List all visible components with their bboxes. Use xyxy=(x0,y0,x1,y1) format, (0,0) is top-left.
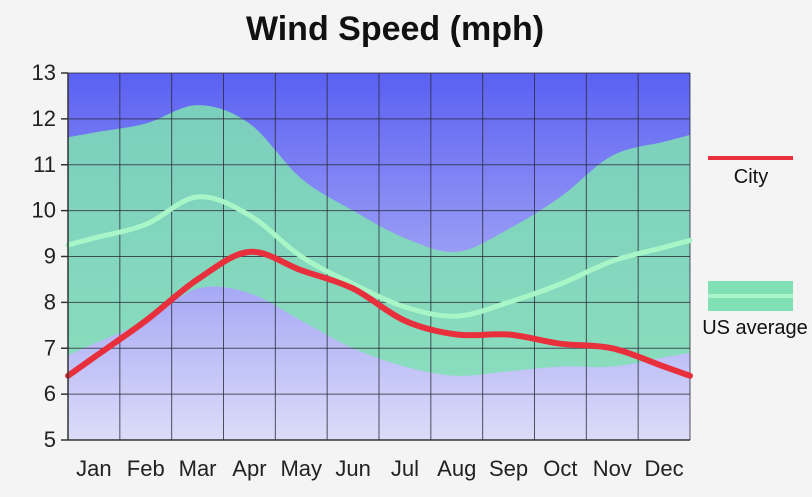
y-tick-label: 8 xyxy=(44,289,56,314)
y-tick-label: 6 xyxy=(44,381,56,406)
us-average-line xyxy=(65,194,693,319)
x-tick-label: Jan xyxy=(76,456,111,481)
chart-title: Wind Speed (mph) xyxy=(246,10,544,48)
x-tick-label: Feb xyxy=(127,456,165,481)
x-tick-label: May xyxy=(280,456,322,481)
y-tick-label: 5 xyxy=(44,427,56,452)
x-tick-label: Oct xyxy=(543,456,577,481)
legend: City US average xyxy=(702,156,808,339)
y-tick-label: 10 xyxy=(32,198,56,223)
x-tick-label: Aug xyxy=(437,456,476,481)
city-line xyxy=(65,248,693,379)
y-tick-label: 9 xyxy=(44,244,56,269)
axis-layer: 5 6 7 8 9 10 11 12 13 Jan Feb Mar Apr May Jun Jul Aug Sep… xyxy=(32,60,690,481)
y-tick-label: 12 xyxy=(32,106,56,131)
y-tick-label: 13 xyxy=(32,60,56,85)
legend-us-average-label: US average xyxy=(702,317,808,339)
x-tick-label: Jul xyxy=(391,456,419,481)
line-layer xyxy=(65,194,693,379)
legend-city-label: City xyxy=(734,166,768,188)
y-tick-label: 11 xyxy=(33,152,56,177)
x-tick-label: Sep xyxy=(489,456,528,481)
x-tick-label: Mar xyxy=(179,456,217,481)
x-tick-label: Nov xyxy=(593,456,632,481)
y-tick-label: 7 xyxy=(44,335,56,360)
x-tick-label: Jun xyxy=(335,456,370,481)
x-tick-label: Apr xyxy=(232,456,266,481)
x-tick-label: Dec xyxy=(645,456,684,481)
